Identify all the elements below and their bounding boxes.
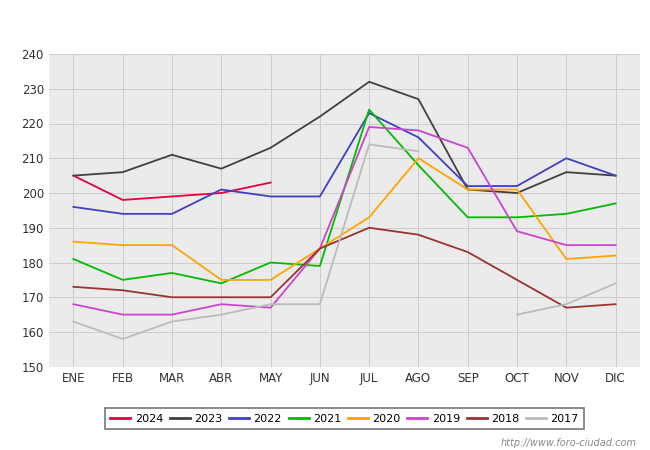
2020 xyxy=(612,253,619,258)
2017 xyxy=(70,319,77,324)
2020 xyxy=(70,239,77,244)
2023 xyxy=(70,173,77,178)
2019 xyxy=(316,246,324,251)
2021 xyxy=(562,211,570,216)
2019 xyxy=(119,312,127,317)
2018 xyxy=(266,295,274,300)
Text: http://www.foro-ciudad.com: http://www.foro-ciudad.com xyxy=(501,438,637,448)
2019 xyxy=(612,243,619,248)
2018 xyxy=(168,295,176,300)
2021 xyxy=(119,277,127,283)
2017 xyxy=(266,302,274,307)
Line: 2024: 2024 xyxy=(73,176,270,200)
2019 xyxy=(70,302,77,307)
2021 xyxy=(415,162,422,168)
2020 xyxy=(365,215,373,220)
Line: 2023: 2023 xyxy=(73,82,616,193)
2022 xyxy=(168,211,176,216)
2020 xyxy=(513,187,521,192)
Line: 2019: 2019 xyxy=(73,127,616,315)
2022 xyxy=(266,194,274,199)
2024 xyxy=(217,190,225,196)
2017 xyxy=(168,319,176,324)
2017 xyxy=(119,336,127,342)
2018 xyxy=(365,225,373,230)
2019 xyxy=(513,229,521,234)
2022 xyxy=(217,187,225,192)
2017 xyxy=(365,142,373,147)
2021 xyxy=(612,201,619,206)
2019 xyxy=(415,128,422,133)
2022 xyxy=(316,194,324,199)
2020 xyxy=(119,243,127,248)
2023 xyxy=(612,173,619,178)
2022 xyxy=(365,110,373,116)
2023 xyxy=(464,187,472,192)
2019 xyxy=(266,305,274,310)
2019 xyxy=(365,124,373,130)
Line: 2020: 2020 xyxy=(73,158,616,280)
2018 xyxy=(217,295,225,300)
Line: 2021: 2021 xyxy=(73,110,616,284)
2022 xyxy=(513,183,521,189)
2022 xyxy=(70,204,77,210)
2024 xyxy=(119,197,127,202)
2017 xyxy=(316,302,324,307)
2017 xyxy=(415,148,422,154)
2023 xyxy=(562,170,570,175)
2020 xyxy=(266,277,274,283)
2018 xyxy=(562,305,570,310)
2018 xyxy=(612,302,619,307)
2020 xyxy=(562,256,570,262)
2021 xyxy=(70,256,77,262)
Legend: 2024, 2023, 2022, 2021, 2020, 2019, 2018, 2017: 2024, 2023, 2022, 2021, 2020, 2019, 2018… xyxy=(105,408,584,429)
2023 xyxy=(316,114,324,119)
2023 xyxy=(119,170,127,175)
2021 xyxy=(266,260,274,265)
2019 xyxy=(562,243,570,248)
Line: 2018: 2018 xyxy=(73,228,616,308)
2022 xyxy=(562,156,570,161)
2021 xyxy=(316,263,324,269)
2022 xyxy=(119,211,127,216)
2023 xyxy=(415,96,422,102)
2024 xyxy=(70,173,77,178)
2024 xyxy=(266,180,274,185)
2018 xyxy=(415,232,422,238)
2018 xyxy=(70,284,77,289)
2021 xyxy=(464,215,472,220)
2022 xyxy=(464,183,472,189)
2019 xyxy=(217,302,225,307)
2020 xyxy=(415,156,422,161)
2023 xyxy=(266,145,274,150)
2023 xyxy=(168,152,176,158)
2022 xyxy=(612,173,619,178)
2018 xyxy=(119,288,127,293)
Line: 2017: 2017 xyxy=(73,144,419,339)
2024 xyxy=(168,194,176,199)
2018 xyxy=(464,249,472,255)
2022 xyxy=(415,135,422,140)
2023 xyxy=(513,190,521,196)
Line: 2022: 2022 xyxy=(73,113,616,214)
Text: Afiliados en Muíños a 31/5/2024: Afiliados en Muíños a 31/5/2024 xyxy=(186,14,464,33)
2018 xyxy=(316,246,324,251)
2021 xyxy=(217,281,225,286)
2019 xyxy=(464,145,472,150)
2020 xyxy=(168,243,176,248)
2020 xyxy=(464,187,472,192)
2019 xyxy=(168,312,176,317)
2021 xyxy=(365,107,373,112)
2023 xyxy=(365,79,373,85)
2021 xyxy=(513,215,521,220)
2017 xyxy=(217,312,225,317)
2021 xyxy=(168,270,176,275)
2020 xyxy=(316,246,324,251)
2023 xyxy=(217,166,225,171)
2018 xyxy=(513,277,521,283)
2020 xyxy=(217,277,225,283)
